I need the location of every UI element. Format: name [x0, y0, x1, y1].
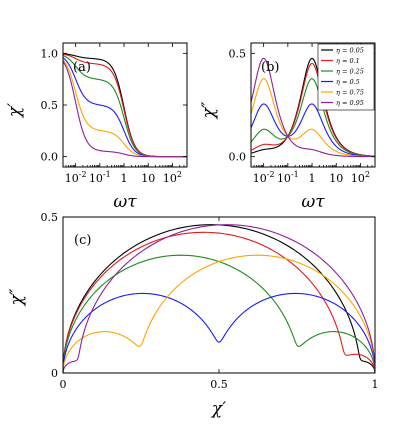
legend-entry: η = 0.5	[336, 78, 360, 86]
panel-a-label: (a)	[73, 60, 91, 75]
y-tick-label: 0	[51, 367, 58, 380]
legend-entry: η = 0.25	[336, 67, 364, 75]
series-line-a	[63, 61, 187, 158]
panel-c-ylabel: χ″	[7, 288, 27, 306]
panel-a-xlabel: ωτ	[113, 192, 137, 212]
x-tick-label: 102	[163, 170, 182, 185]
y-tick-label: 0.5	[41, 99, 59, 112]
x-tick-label: 1	[309, 172, 316, 185]
x-tick-label: 102	[351, 170, 370, 185]
legend-box	[317, 43, 375, 111]
x-tick-label: 1	[372, 378, 379, 391]
y-tick-label: 0.0	[41, 151, 59, 164]
panel-a: 10-2 10-1 1 10 102 0.0 0.5 1.0 (a) ωτ χ′	[5, 42, 188, 212]
legend: η = 0.05 η = 0.1 η = 0.25 η = 0.5 η = 0.75 η …	[317, 43, 375, 111]
panel-b-curves	[251, 57, 375, 158]
panel-a-ticks: 10-2 10-1 1 10 102 0.0 0.5 1.0	[41, 43, 188, 185]
x-tick-label: 0	[60, 378, 67, 391]
legend-entry: η = 0.1	[336, 57, 360, 65]
x-tick-label: 10-1	[277, 170, 299, 185]
panel-b-xlabel: ωτ	[301, 192, 325, 212]
x-tick-label: 10-2	[65, 170, 87, 185]
series-line-c	[63, 254, 375, 373]
y-tick-label: 0.5	[41, 211, 59, 224]
x-tick-label: 1	[121, 172, 128, 185]
series-line-b	[251, 78, 375, 157]
y-tick-label: 1.0	[41, 47, 59, 60]
panel-c-ticks: 0 0.5 1 0 0.5	[41, 211, 379, 391]
x-tick-label: 0.5	[210, 378, 228, 391]
legend-entry: η = 0.95	[336, 99, 364, 107]
panel-b-frame	[250, 42, 376, 168]
series-line-c	[63, 224, 375, 373]
panel-a-ylabel: χ′	[5, 103, 25, 118]
panel-c-label: (c)	[74, 233, 91, 248]
series-line-c	[63, 292, 375, 373]
panel-a-curves	[63, 53, 187, 158]
panel-b-ylabel: χ″	[199, 101, 219, 119]
legend-entry: η = 0.05	[336, 46, 364, 54]
y-tick-label: 0.0	[229, 151, 247, 164]
panel-c: 0 0.5 1 0 0.5 (c) χ′ χ″	[7, 211, 379, 419]
x-tick-label: 10	[329, 172, 343, 185]
x-tick-label: 10	[141, 172, 155, 185]
panel-c-curves	[63, 224, 375, 373]
y-tick-label: 0.5	[229, 47, 247, 60]
legend-entry: η = 0.75	[336, 88, 364, 96]
series-line-b	[251, 78, 375, 158]
series-line-c	[63, 224, 375, 373]
series-line-b	[251, 103, 375, 157]
x-tick-label: 10-2	[253, 170, 275, 185]
series-line-b	[251, 57, 375, 158]
panel-c-xlabel: χ′	[211, 399, 226, 419]
series-line-c	[63, 254, 375, 373]
panel-c-frame	[62, 216, 376, 374]
series-line-c	[63, 231, 375, 373]
panel-b-label: (b)	[261, 60, 279, 75]
x-tick-label: 10-1	[89, 170, 111, 185]
